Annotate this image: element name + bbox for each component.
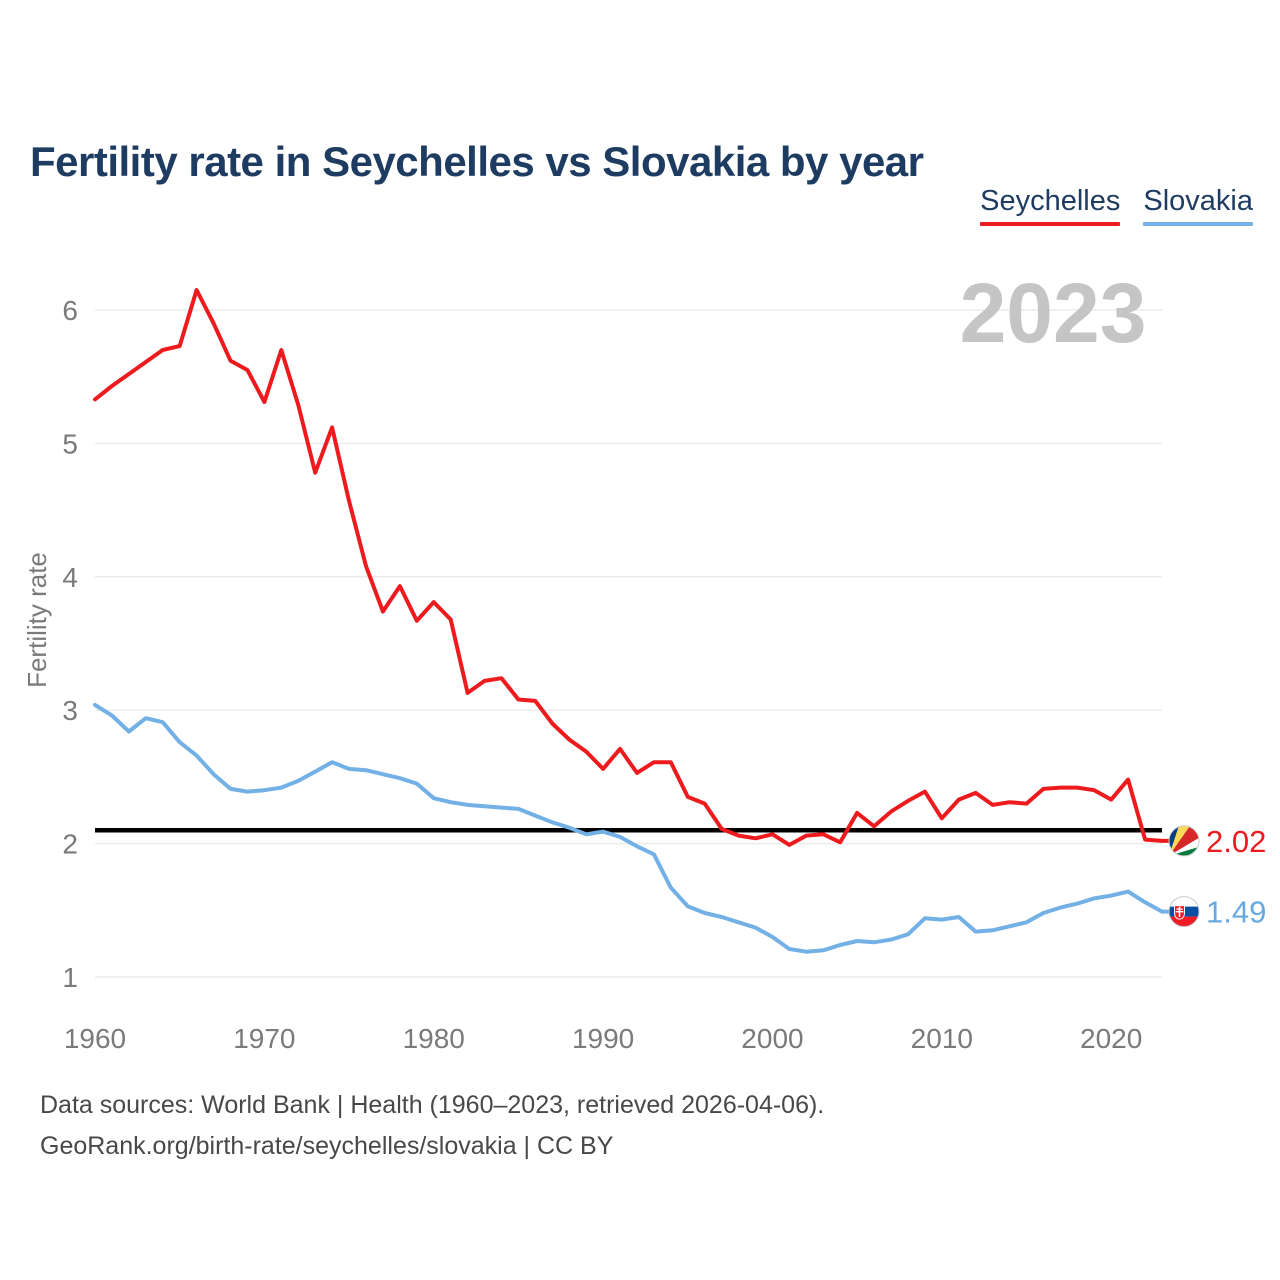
legend-underline-slovakia [1143, 222, 1253, 226]
y-tick-label-3: 3 [62, 695, 78, 726]
footer-attribution: GeoRank.org/birth-rate/seychelles/slovak… [40, 1132, 614, 1160]
watermark-year: 2023 [960, 266, 1147, 360]
x-tick-label-2020: 2020 [1080, 1023, 1142, 1054]
y-tick-label-4: 4 [62, 562, 78, 593]
chart-legend: Seychelles Slovakia [980, 185, 1253, 226]
x-tick-label-1990: 1990 [572, 1023, 634, 1054]
chart-footer: Data sources: World Bank | Health (1960–… [40, 1085, 824, 1167]
x-tick-label-1970: 1970 [233, 1023, 295, 1054]
seychelles-end-value: 2.02 [1206, 824, 1266, 859]
slovakia-end-value: 1.49 [1206, 895, 1266, 930]
seychelles-line [93, 288, 1186, 847]
x-tick-label-1980: 1980 [403, 1023, 465, 1054]
y-tick-label-5: 5 [62, 428, 78, 459]
y-axis-title: Fertility rate [22, 552, 52, 688]
grid-layer: 1 2 3 4 5 6 1960 1970 1980 1990 2000 2010 2020 [62, 295, 1162, 1054]
y-tick-label-1: 1 [62, 962, 78, 993]
legend-item-seychelles[interactable]: Seychelles [980, 185, 1121, 226]
x-tick-label-2010: 2010 [911, 1023, 973, 1054]
series-layer [93, 288, 1186, 954]
slovakia-line [93, 702, 1186, 954]
y-tick-label-6: 6 [62, 295, 78, 326]
x-tick-label-1960: 1960 [64, 1023, 126, 1054]
seychelles-flag-icon [1168, 825, 1200, 857]
slovakia-flag-icon [1168, 896, 1200, 928]
plot-area[interactable] [95, 265, 1162, 977]
y-tick-label-2: 2 [62, 829, 78, 860]
footer-sources: Data sources: World Bank | Health (1960–… [40, 1091, 825, 1119]
x-tick-label-2000: 2000 [741, 1023, 803, 1054]
legend-underline-seychelles [980, 222, 1121, 226]
legend-label-slovakia: Slovakia [1143, 185, 1253, 217]
legend-item-slovakia[interactable]: Slovakia [1143, 185, 1253, 226]
chart-title: Fertility rate in Seychelles vs Slovakia… [30, 138, 924, 186]
legend-label-seychelles: Seychelles [980, 185, 1121, 217]
